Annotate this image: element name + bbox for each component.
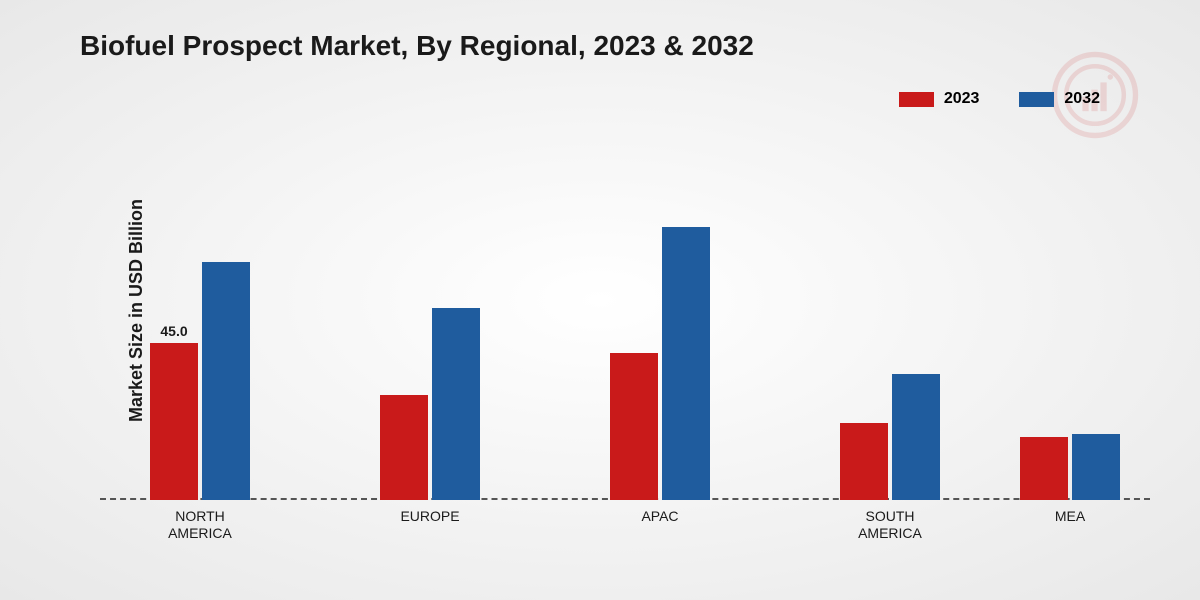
bar-group: APAC [610,227,710,500]
bar [432,308,480,501]
x-axis-label: NORTH AMERICA [140,508,260,542]
legend-label: 2023 [944,90,980,108]
x-axis-label: EUROPE [370,508,490,525]
bar [1072,434,1120,501]
legend-item: 2032 [1019,90,1100,108]
legend-label: 2032 [1064,90,1100,108]
legend: 2023 2032 [899,90,1100,108]
bar [892,374,940,500]
bar-group: 45.0NORTH AMERICA [150,262,250,500]
bar [662,227,710,500]
bar: 45.0 [150,343,198,501]
bar [380,395,428,500]
bar [202,262,250,500]
bar-group: SOUTH AMERICA [840,374,940,500]
bar [1020,437,1068,500]
x-axis-label: SOUTH AMERICA [830,508,950,542]
chart-title: Biofuel Prospect Market, By Regional, 20… [80,30,754,62]
bar [840,423,888,500]
bar-group: MEA [1020,434,1120,501]
legend-swatch [1019,92,1054,107]
plot-area: 45.0NORTH AMERICA EUROPE APAC SOUTH AMERICA… [100,150,1150,500]
x-axis-label: APAC [600,508,720,525]
data-label: 45.0 [150,323,198,339]
bar [610,353,658,500]
bar-group: EUROPE [380,308,480,501]
x-axis-label: MEA [1010,508,1130,525]
legend-swatch [899,92,934,107]
legend-item: 2023 [899,90,980,108]
